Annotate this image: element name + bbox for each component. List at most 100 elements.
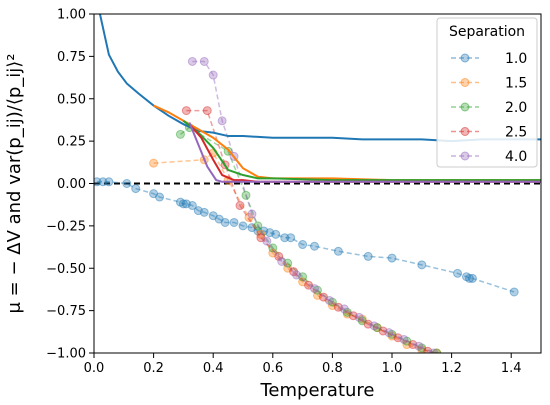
data-point-4.0 xyxy=(199,56,209,66)
legend-label-2.0: 2.0 xyxy=(505,100,527,116)
data-point-2.0 xyxy=(298,272,308,282)
data-point-1.0 xyxy=(298,240,308,250)
data-point-1.0 xyxy=(247,223,257,233)
plot-area xyxy=(94,14,541,353)
data-point-1.0 xyxy=(181,199,191,209)
data-point-1.0 xyxy=(310,241,320,251)
y-tick-label: −1.00 xyxy=(46,347,86,362)
axis-ticks: 0.0 0.2 0.4 0.6 0.8 1.0 1.2 1.4 1.00 0.75 0.50 0.25… xyxy=(46,8,521,377)
data-point-2.5 xyxy=(423,346,433,353)
data-point-2.5 xyxy=(408,340,418,350)
data-point-2.5 xyxy=(256,233,266,243)
data-point-1.0 xyxy=(333,246,343,256)
data-point-4.0 xyxy=(262,236,272,246)
data-point-1.0 xyxy=(155,192,165,202)
data-point-1.0 xyxy=(259,226,269,236)
data-point-4.0 xyxy=(384,328,394,338)
data-point-1.0 xyxy=(286,233,296,243)
y-tick-label: −0.75 xyxy=(46,304,86,319)
data-point-1.5 xyxy=(342,309,352,319)
data-point-1.5 xyxy=(268,248,278,258)
data-point-1.5 xyxy=(357,314,367,324)
y-tick-label: 0.25 xyxy=(57,135,86,150)
series-line-2.0 xyxy=(179,126,437,353)
data-point-1.0 xyxy=(363,251,373,261)
data-point-4.0 xyxy=(399,334,409,344)
data-point-2.5 xyxy=(363,319,373,329)
data-point-1.0 xyxy=(131,184,141,194)
data-point-2.0 xyxy=(327,297,337,307)
series-line-1.5 xyxy=(153,151,437,353)
data-point-4.0 xyxy=(354,312,364,322)
data-point-1.0 xyxy=(149,189,159,199)
data-point-2.0 xyxy=(387,329,397,339)
x-tick-label: 1.4 xyxy=(501,361,522,376)
data-point-1.0 xyxy=(464,273,474,283)
legend-label-4.0: 4.0 xyxy=(505,149,527,165)
data-point-1.0 xyxy=(104,177,114,187)
series-line-4.0 xyxy=(192,60,435,353)
solid-line-2 xyxy=(153,104,541,182)
x-tick-label: 0.6 xyxy=(262,361,283,376)
data-point-2.0 xyxy=(372,323,382,333)
y-tick-label: 0.00 xyxy=(57,177,86,192)
y-tick-label: −0.25 xyxy=(46,219,86,234)
data-point-2.5 xyxy=(378,326,388,336)
data-point-4.0 xyxy=(292,270,302,280)
data-point-1.5 xyxy=(372,323,382,333)
x-tick-label: 1.2 xyxy=(441,361,462,376)
data-point-2.5 xyxy=(235,201,245,211)
data-point-1.0 xyxy=(98,177,108,187)
x-tick-label: 0.4 xyxy=(203,361,224,376)
legend-marker-2.0 xyxy=(460,102,470,112)
legend-marker-2.5 xyxy=(460,127,470,136)
data-point-2.5 xyxy=(333,302,343,312)
legend-items: 1.0 1.5 2.0 2.5 4.0 xyxy=(451,51,527,165)
data-point-1.0 xyxy=(467,273,477,283)
data-point-1.0 xyxy=(175,197,185,207)
data-point-4.0 xyxy=(324,295,334,305)
data-point-1.0 xyxy=(238,221,248,231)
data-point-1.0 xyxy=(271,229,281,239)
data-point-4.0 xyxy=(217,116,227,126)
data-point-2.0 xyxy=(357,316,367,326)
data-point-1.5 xyxy=(244,212,254,222)
legend-marker-1.5 xyxy=(460,78,470,87)
data-point-4.0 xyxy=(247,209,257,219)
data-point-1.5 xyxy=(432,348,442,353)
data-point-1.0 xyxy=(122,179,132,188)
series-line-2.5 xyxy=(186,109,429,352)
data-point-1.5 xyxy=(313,290,322,300)
data-point-1.5 xyxy=(387,331,397,341)
data-point-1.0 xyxy=(253,226,263,236)
data-point-2.0 xyxy=(313,285,322,295)
data-point-1.0 xyxy=(187,201,197,211)
data-point-4.0 xyxy=(310,284,320,294)
legend-title: Separation xyxy=(449,24,525,40)
data-point-2.0 xyxy=(402,336,412,346)
data-point-4.0 xyxy=(414,341,424,351)
data-point-1.0 xyxy=(178,199,188,209)
y-tick-label: −0.50 xyxy=(46,262,86,277)
data-point-2.5 xyxy=(274,251,284,261)
legend: Separation 1.0 1.5 2.0 2.5 4.0 xyxy=(436,17,538,168)
data-point-4.0 xyxy=(369,321,379,331)
data-point-2.5 xyxy=(181,106,191,116)
data-point-1.0 xyxy=(199,207,209,217)
legend-marker-4.0 xyxy=(460,151,470,161)
x-axis-label: Temperature xyxy=(259,380,374,401)
data-point-2.5 xyxy=(318,292,328,302)
y-tick-label: 1.00 xyxy=(57,8,86,23)
data-point-4.0 xyxy=(208,70,218,80)
data-point-1.0 xyxy=(214,214,224,224)
data-point-4.0 xyxy=(339,304,349,314)
x-tick-label: 0.0 xyxy=(84,361,105,376)
data-point-2.5 xyxy=(393,333,403,343)
solid-line-3 xyxy=(182,120,541,182)
y-axis-label: μ = − ΔV and var(p_ij)/⟨p_ij⟩² xyxy=(4,53,25,313)
data-point-1.5 xyxy=(417,345,427,353)
legend-label-1.0: 1.0 xyxy=(505,51,527,67)
data-point-1.5 xyxy=(402,340,412,350)
data-point-2.0 xyxy=(241,190,251,200)
x-tick-label: 0.2 xyxy=(143,361,164,376)
